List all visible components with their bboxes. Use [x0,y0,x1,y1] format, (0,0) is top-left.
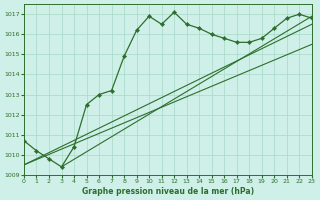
X-axis label: Graphe pression niveau de la mer (hPa): Graphe pression niveau de la mer (hPa) [82,187,254,196]
